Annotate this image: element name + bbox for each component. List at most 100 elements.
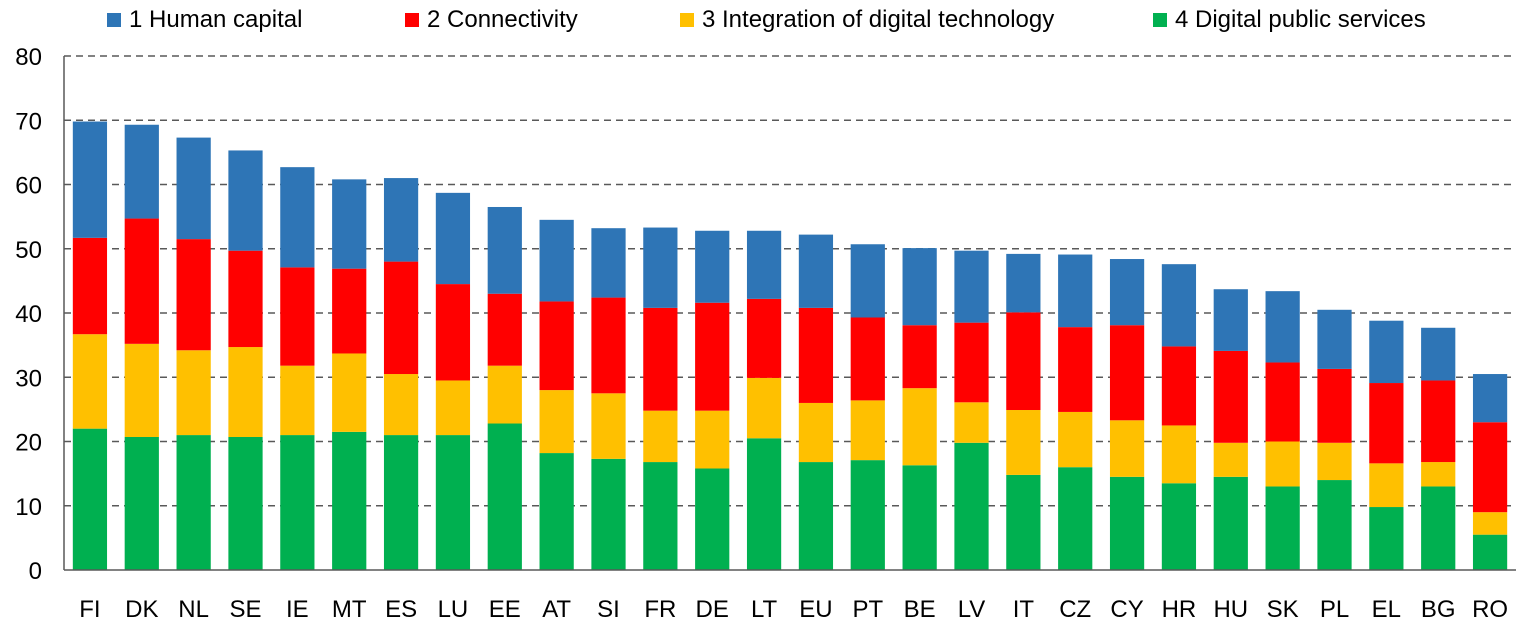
legend-item-human-capital: 1 Human capital — [107, 6, 302, 34]
bar-segment-cz-3 — [1058, 411, 1093, 468]
y-tick-label: 50 — [15, 237, 42, 264]
bar-segment-se-4 — [228, 437, 263, 570]
y-tick-label: 60 — [15, 173, 42, 200]
bar-segment-fi-1 — [72, 121, 108, 238]
x-tick-label: NL — [178, 596, 209, 623]
bar-segment-cy-1 — [1109, 259, 1145, 326]
bar-segment-fr-3 — [643, 410, 678, 463]
bar-segment-at-2 — [539, 301, 574, 391]
bar-segment-at-1 — [539, 219, 574, 302]
bar-segment-si-4 — [591, 458, 626, 570]
bar-segment-pl-3 — [1317, 442, 1352, 481]
bar-segment-lv-4 — [954, 442, 989, 570]
bar-segment-el-3 — [1369, 463, 1404, 508]
x-tick-label: BG — [1421, 596, 1456, 623]
bar-segment-nl-3 — [176, 350, 211, 436]
bar-segment-lt-2 — [746, 298, 782, 378]
bar-segment-ro-4 — [1472, 534, 1508, 570]
x-tick-label: RO — [1472, 596, 1508, 623]
bar-segment-bg-3 — [1421, 462, 1456, 487]
bar-segment-lu-1 — [435, 192, 471, 285]
bar-segment-cy-3 — [1109, 420, 1145, 477]
bar-segment-hr-1 — [1161, 264, 1197, 347]
y-tick-label: 70 — [15, 108, 42, 135]
legend-item-public-services: 4 Digital public services — [1153, 6, 1426, 34]
bar-segment-at-4 — [539, 453, 574, 570]
x-tick-label: CY — [1110, 596, 1143, 623]
bar-segment-pl-1 — [1317, 309, 1352, 369]
x-tick-label: FI — [79, 596, 100, 623]
legend-swatch-connectivity — [405, 13, 419, 27]
x-tick-label: LV — [958, 596, 986, 623]
x-tick-label: DE — [696, 596, 729, 623]
bar-segment-ro-2 — [1472, 422, 1508, 513]
bar-segment-si-2 — [591, 297, 626, 394]
y-tick-label: 10 — [15, 494, 42, 521]
bar-segment-fr-2 — [643, 307, 678, 411]
bar-segment-dk-4 — [124, 437, 159, 570]
legend-swatch-human-capital — [107, 13, 121, 27]
bar-segment-ee-1 — [487, 206, 522, 294]
bar-segment-cy-2 — [1109, 325, 1145, 421]
bar-segment-sk-2 — [1265, 362, 1300, 442]
bar-segment-hu-1 — [1213, 289, 1248, 351]
bar-segment-lu-4 — [435, 435, 471, 570]
bar-segment-dk-2 — [124, 218, 159, 344]
y-tick-label: 30 — [15, 365, 42, 392]
bar-segment-nl-2 — [176, 239, 211, 351]
x-tick-label: IE — [286, 596, 309, 623]
x-tick-label: EL — [1372, 596, 1401, 623]
x-tick-label: SI — [597, 596, 620, 623]
bar-segment-se-3 — [228, 347, 263, 438]
bar-segment-ee-4 — [487, 423, 522, 570]
bar-segment-pl-4 — [1317, 480, 1352, 570]
x-tick-label: SE — [229, 596, 261, 623]
bar-segment-fi-2 — [72, 237, 108, 335]
bar-segment-pt-2 — [850, 317, 885, 401]
x-tick-label: HU — [1213, 596, 1248, 623]
bar-segment-de-3 — [695, 410, 730, 469]
bar-segment-de-1 — [695, 230, 730, 303]
y-tick-label: 0 — [29, 558, 42, 585]
x-tick-label: PT — [852, 596, 883, 623]
legend-item-integration: 3 Integration of digital technology — [680, 6, 1054, 34]
bar-segment-de-4 — [695, 468, 730, 570]
bar-segment-hu-2 — [1213, 350, 1248, 443]
x-tick-label: BE — [904, 596, 936, 623]
bar-segment-si-3 — [591, 393, 626, 459]
bar-segment-ie-1 — [280, 167, 315, 268]
bar-segment-es-2 — [383, 261, 419, 375]
bar-segment-mt-4 — [332, 431, 367, 570]
legend-swatch-public-services — [1153, 13, 1167, 27]
chart-legend: 1 Human capital 2 Connectivity 3 Integra… — [0, 6, 1520, 38]
bar-segment-mt-1 — [332, 179, 367, 269]
bar-segment-it-2 — [1006, 312, 1041, 411]
bar-segment-mt-3 — [332, 353, 367, 432]
x-tick-label: SK — [1267, 596, 1299, 623]
x-tick-label: CZ — [1059, 596, 1091, 623]
bar-segment-pt-1 — [850, 244, 885, 318]
bar-segment-it-4 — [1006, 474, 1041, 570]
bar-segment-ee-2 — [487, 293, 522, 366]
bar-segment-hr-2 — [1161, 346, 1197, 426]
x-tick-label: PL — [1320, 596, 1349, 623]
bar-segment-sk-3 — [1265, 441, 1300, 487]
bar-segment-hr-3 — [1161, 425, 1197, 484]
bar-segment-de-2 — [695, 302, 730, 411]
x-tick-label: MT — [332, 596, 367, 623]
bar-segment-el-4 — [1369, 507, 1404, 570]
legend-label-human-capital: 1 Human capital — [129, 6, 303, 33]
x-tick-label: LT — [751, 596, 778, 623]
bar-segment-lt-3 — [746, 377, 782, 439]
bar-segment-at-3 — [539, 390, 574, 454]
x-tick-label: DK — [125, 596, 158, 623]
bar-segment-dk-3 — [124, 343, 159, 438]
bar-segment-cz-1 — [1058, 254, 1093, 328]
x-tick-label: EU — [799, 596, 832, 623]
bar-segment-ro-1 — [1472, 374, 1508, 423]
x-tick-label: ES — [385, 596, 417, 623]
bar-segment-lv-2 — [954, 322, 989, 403]
bar-segment-lt-1 — [746, 230, 782, 299]
bar-segment-nl-1 — [176, 137, 211, 240]
